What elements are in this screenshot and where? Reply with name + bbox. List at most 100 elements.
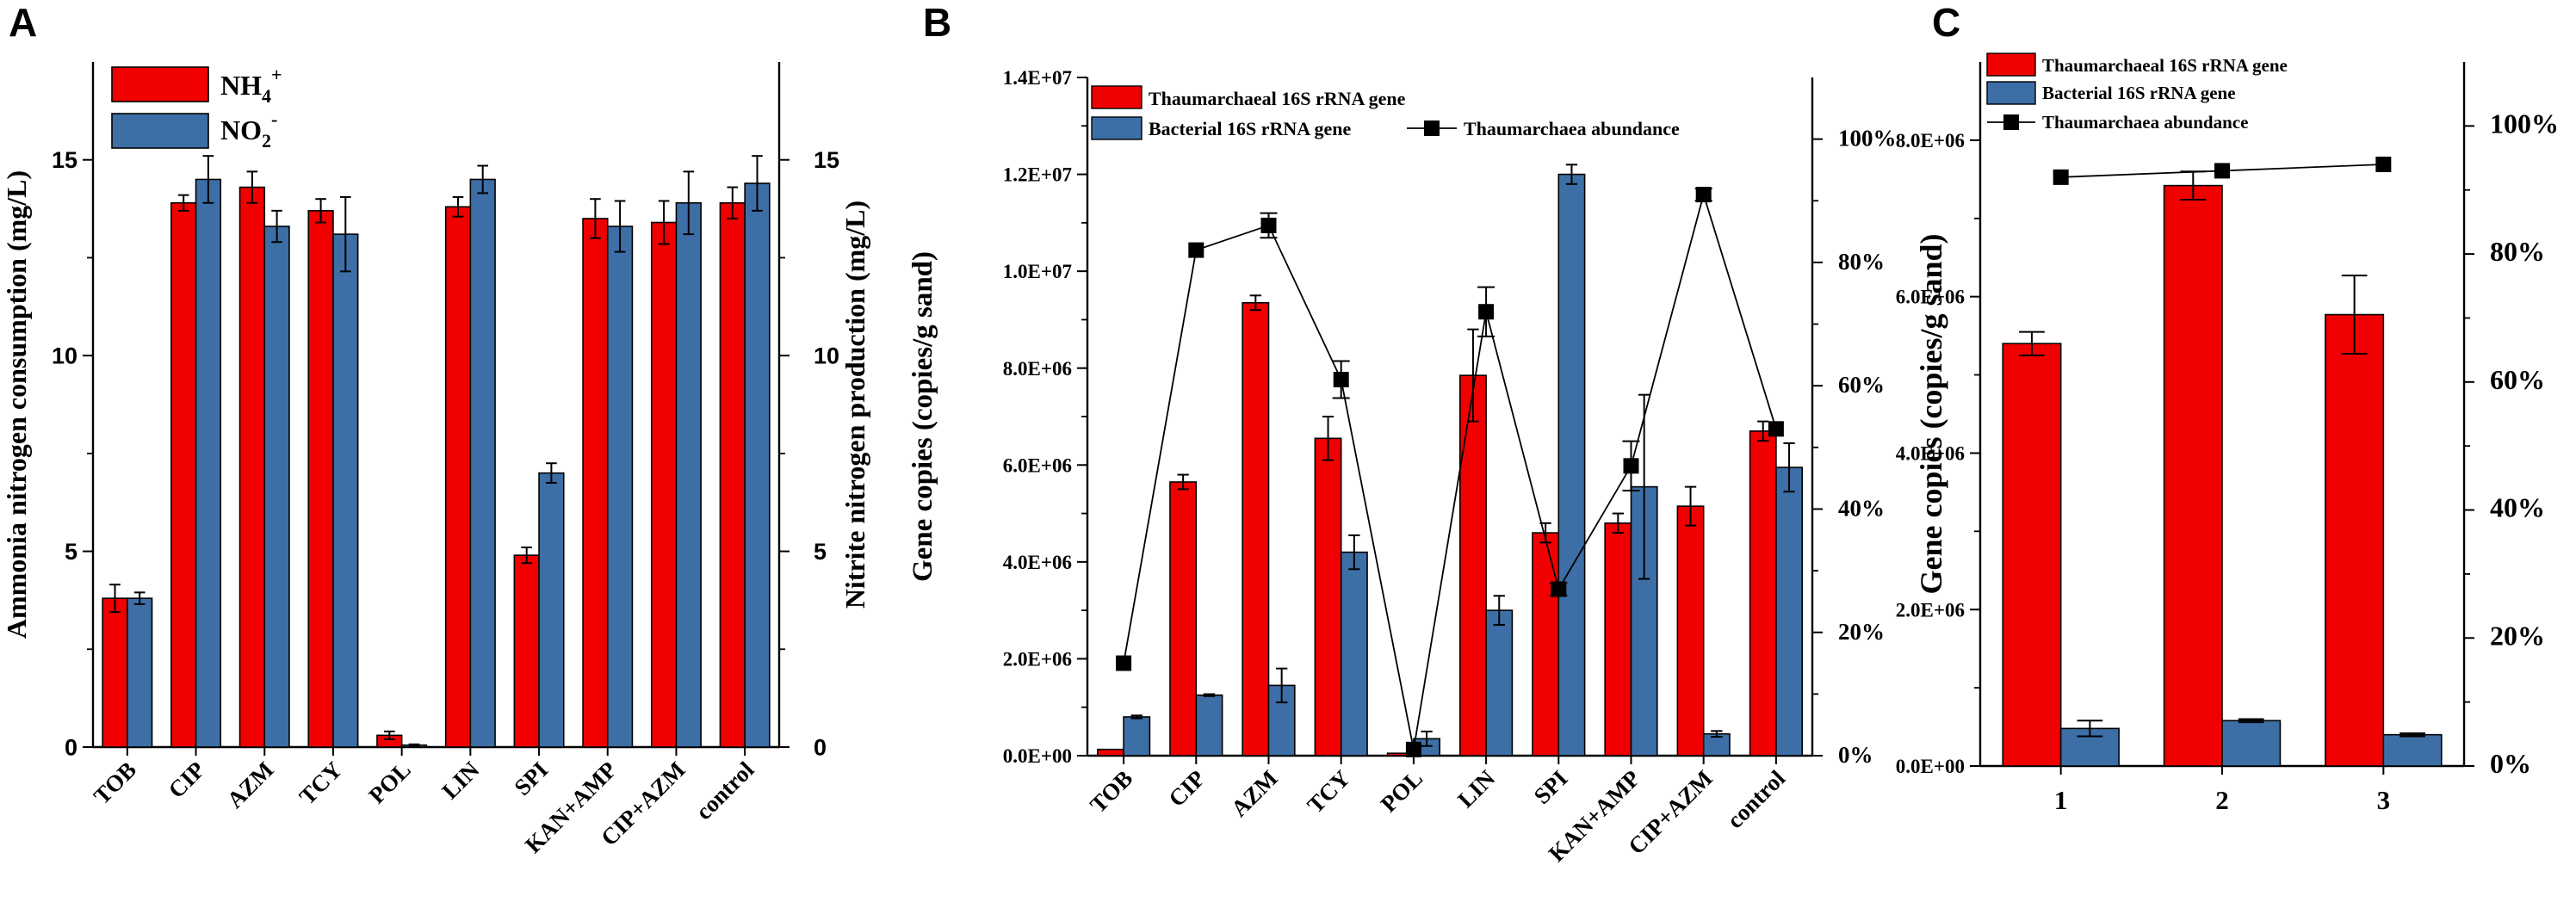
y-tick-label-right: 100%	[2490, 108, 2559, 139]
abundance-marker	[2214, 163, 2230, 179]
abundance-marker	[1551, 581, 1567, 597]
y-tick-label-right: 0%	[1838, 742, 1873, 768]
x-tick-label: 2	[2215, 785, 2229, 815]
bar	[1604, 522, 1632, 757]
panel-c	[1970, 62, 2474, 775]
bar	[332, 233, 359, 748]
y-tick-label-left: 0.0E+00	[1003, 745, 1072, 767]
legend-swatch-thaum-c	[1986, 53, 2036, 77]
x-tick-label: AZM	[222, 757, 279, 813]
y-axis-title-left: Gene copies (copies/g sand)	[907, 251, 938, 582]
bar	[513, 554, 540, 748]
y-tick-label-right: 40%	[1838, 496, 1885, 522]
bar	[582, 218, 609, 748]
y-tick-label-right: 40%	[2490, 492, 2545, 523]
x-tick-label: TOB	[1085, 765, 1137, 818]
bar	[195, 178, 222, 748]
bar	[1123, 716, 1151, 757]
bar	[650, 221, 678, 748]
abundance-marker	[1260, 217, 1277, 233]
legend-label-bact: Bacterial 16S rRNA gene	[1149, 118, 1351, 139]
y-axis-title-left: Gene copies (copies/g sand)	[1914, 234, 1948, 595]
y-tick-label-right: 15	[814, 147, 839, 173]
y-tick-label-left: 1.4E+07	[1003, 67, 1072, 89]
abundance-marker	[1188, 242, 1204, 258]
x-tick-label: POL	[1376, 765, 1427, 817]
y-tick-label-left: 6.0E+06	[1003, 454, 1072, 476]
bar	[1340, 551, 1368, 757]
legend-label-bact-c: Bacterial 16S rRNA gene	[2042, 83, 2236, 103]
legend-label-thaum: Thaumarchaeal 16S rRNA gene	[1149, 88, 1406, 109]
legend-swatch-bact	[1091, 116, 1142, 140]
abundance-marker	[2375, 156, 2392, 172]
y-tick-label-left: 5	[65, 539, 77, 565]
bar	[1749, 430, 1777, 757]
x-tick-label: AZM	[1226, 765, 1283, 822]
y-tick-label-left: 10	[52, 343, 77, 369]
x-tick-label: CIP	[1163, 765, 1210, 812]
x-tick-label: LIN	[437, 757, 485, 805]
bar	[444, 206, 472, 748]
bar	[127, 597, 153, 748]
bar	[263, 226, 290, 748]
bar	[1485, 609, 1514, 757]
y-tick-label-right: 5	[814, 539, 827, 565]
legend-swatch-thaum	[1091, 85, 1142, 109]
abundance-marker	[1768, 421, 1784, 437]
y-tick-label-left: 8.0E+06	[1003, 358, 1072, 380]
bar	[238, 186, 266, 748]
bar	[1314, 437, 1342, 757]
bar	[102, 597, 128, 748]
bar	[2221, 720, 2282, 767]
panel-letter-b: B	[923, 0, 951, 45]
x-tick-label: TCY	[1302, 765, 1355, 819]
y-tick-label-right: 100%	[1838, 126, 1897, 151]
y-tick-label-right: 80%	[2490, 236, 2545, 267]
abundance-marker	[2053, 169, 2069, 185]
x-tick-label: control	[690, 757, 759, 825]
y-tick-label-left: 2.0E+06	[1003, 648, 1072, 670]
x-tick-label: 1	[2054, 785, 2068, 815]
y-axis-title-left: Ammonia nitrogen consumption (mg/L)	[1, 170, 32, 639]
abundance-marker	[1478, 304, 1495, 320]
y-tick-label-left: 4.0E+06	[1896, 442, 1965, 464]
legend-marker-abundance	[1424, 120, 1440, 136]
bar	[1096, 748, 1124, 757]
bar	[2163, 184, 2223, 767]
abundance-marker	[1333, 372, 1349, 388]
bar	[675, 201, 702, 748]
abundance-line	[1123, 191, 1777, 751]
panel-letter-a: A	[9, 0, 37, 45]
bar	[1532, 532, 1560, 757]
legend-swatch-nh4	[111, 66, 209, 102]
y-tick-label-left: 15	[52, 147, 77, 173]
abundance-marker	[1695, 187, 1712, 203]
bar	[1169, 481, 1198, 757]
x-tick-label: POL	[363, 757, 415, 808]
legend-label-abundance: Thaumarchaea abundance	[1464, 118, 1680, 139]
y-tick-label-left: 1.0E+07	[1003, 261, 1072, 282]
bar	[2325, 313, 2385, 767]
panel-b	[1077, 77, 1823, 764]
x-tick-label: CIP	[164, 757, 210, 803]
x-tick-label: SPI	[509, 757, 553, 800]
bar	[2382, 733, 2443, 767]
y-tick-label-left: 8.0E+06	[1896, 130, 1965, 151]
y-tick-label-left: 1.2E+07	[1003, 164, 1072, 186]
bar	[1195, 694, 1223, 757]
bar	[1775, 466, 1804, 757]
abundance-marker	[1116, 655, 1132, 671]
bar	[1676, 505, 1705, 757]
bar	[2002, 343, 2062, 767]
y-tick-label-right: 60%	[2490, 364, 2545, 395]
legend-swatch-no2	[111, 113, 209, 149]
y-tick-label-right: 10	[814, 343, 839, 369]
legend-swatch-bact-c	[1986, 81, 2036, 105]
legend-marker-abundance-c	[2003, 114, 2019, 130]
x-tick-label: SPI	[1529, 765, 1573, 809]
bar	[606, 226, 634, 748]
bar	[1557, 173, 1586, 757]
legend-label-abundance-c: Thaumarchaea abundance	[2042, 112, 2248, 133]
x-tick-label: LIN	[1452, 765, 1501, 813]
